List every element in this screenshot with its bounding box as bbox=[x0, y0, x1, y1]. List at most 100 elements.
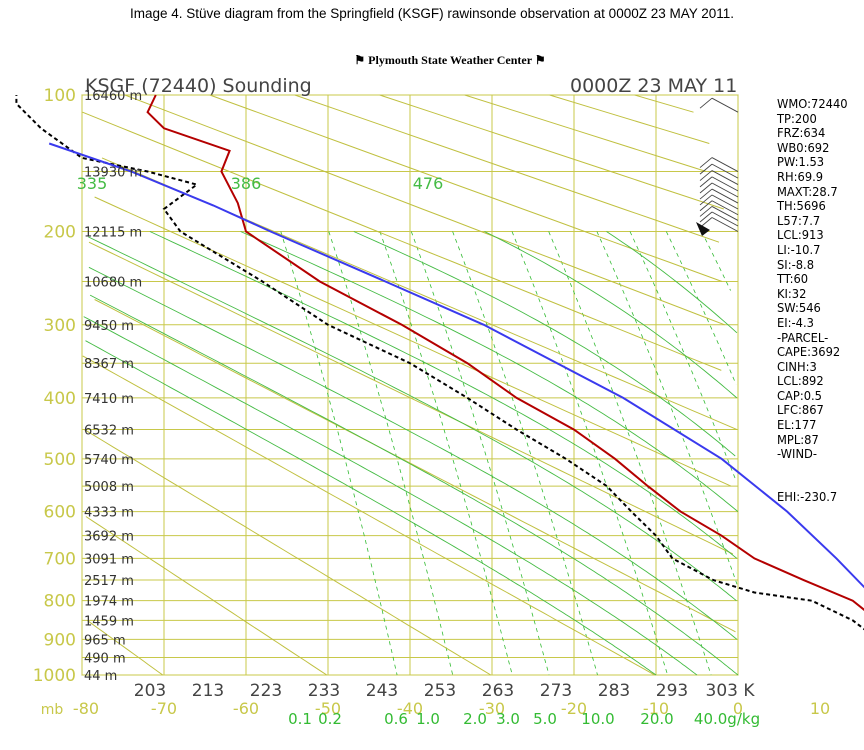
height-label: 2517 m bbox=[84, 574, 134, 589]
kelvin-label: 263 bbox=[482, 681, 514, 701]
index-item: -PARCEL- bbox=[777, 329, 829, 345]
moist-adiabat bbox=[353, 231, 736, 457]
temperature-tick-label: 0 bbox=[733, 699, 743, 718]
dry-adiabat bbox=[209, 94, 723, 282]
dry-adiabat bbox=[85, 516, 328, 676]
mixing-ratio-label: 40.0g/kg bbox=[694, 710, 760, 728]
dry-adiabats bbox=[82, 94, 738, 676]
wind-barb bbox=[711, 182, 739, 198]
index-item: TH:5696 bbox=[777, 198, 826, 214]
temperature-tick-label: -80 bbox=[73, 699, 99, 718]
kelvin-label: 223 bbox=[250, 681, 282, 701]
dry-adiabat bbox=[379, 94, 724, 210]
moist-adiabat bbox=[89, 294, 739, 676]
dry-adiabat bbox=[94, 196, 732, 487]
moist-adiabat bbox=[88, 236, 737, 602]
index-item: TT:60 bbox=[777, 271, 809, 287]
height-label: 1459 m bbox=[84, 614, 134, 629]
moist-adiabat bbox=[484, 231, 738, 399]
index-item: PW:1.53 bbox=[777, 154, 825, 170]
height-label: 965 m bbox=[84, 633, 126, 648]
index-item: RH:69.9 bbox=[777, 168, 824, 184]
temperature-tick-label: -20 bbox=[561, 699, 587, 718]
moist-adiabat bbox=[88, 266, 738, 640]
flag-icon-left: ⚑ bbox=[354, 53, 366, 67]
height-label: 1974 m bbox=[84, 595, 134, 610]
pressure-tick-label: 1000 bbox=[33, 666, 76, 686]
height-label: 4333 m bbox=[84, 506, 134, 521]
mixing-ratio-lines bbox=[280, 231, 738, 676]
index-item: -WIND- bbox=[777, 446, 818, 462]
wind-barb bbox=[711, 194, 739, 210]
mixing-ratio-label: 5.0 bbox=[533, 710, 557, 728]
wind-barb bbox=[699, 182, 713, 194]
kelvin-label: 253 bbox=[424, 681, 456, 701]
mixing-ratio-line bbox=[548, 231, 712, 676]
grid-layer bbox=[81, 94, 739, 676]
index-item: TP:200 bbox=[777, 110, 817, 126]
index-item: WB0:692 bbox=[777, 139, 830, 155]
kelvin-label: 293 bbox=[656, 681, 688, 701]
stability-indices: WMO:72440 TP:200 FRZ:634 WB0:692 PW:1.53 RH:6… bbox=[777, 96, 848, 462]
dry-adiabat bbox=[82, 355, 656, 676]
mixing-ratio-line bbox=[596, 231, 738, 585]
height-label: 8367 m bbox=[84, 357, 134, 372]
mixing-ratio-label: 2.0 bbox=[463, 710, 487, 728]
index-item: LFC:867 bbox=[777, 402, 824, 418]
dry-adiabat bbox=[82, 111, 722, 371]
index-item: MAXT:28.7 bbox=[777, 183, 838, 199]
flag-icon-right: ⚑ bbox=[534, 53, 546, 67]
height-label: 9450 m bbox=[84, 319, 134, 334]
kelvin-label: 273 bbox=[540, 681, 572, 701]
mixing-ratio-label: 0.6 bbox=[384, 710, 408, 728]
pressure-unit-label: mb bbox=[41, 702, 64, 718]
moist-adiabat bbox=[83, 316, 698, 676]
index-item: L57:7.7 bbox=[777, 212, 821, 228]
moist-adiabats bbox=[83, 231, 739, 676]
chart-title: KSGF (72440) Sounding bbox=[85, 75, 312, 97]
wind-barb bbox=[711, 200, 739, 216]
temperature-tick-label: -40 bbox=[397, 699, 423, 718]
height-label: 3692 m bbox=[84, 530, 134, 545]
index-item: LCL:892 bbox=[777, 373, 824, 389]
wind-barb bbox=[699, 194, 713, 206]
kelvin-label: 203 bbox=[134, 681, 166, 701]
ehi-value: EHI:-230.7 bbox=[777, 489, 838, 504]
mixing-ratio-label: 1.0 bbox=[416, 710, 440, 728]
mixing-ratio-line bbox=[701, 231, 731, 291]
height-label: 5740 m bbox=[84, 453, 134, 468]
temperature-tick-label: 10 bbox=[810, 699, 830, 718]
index-item: LCL:913 bbox=[777, 227, 824, 243]
wind-barb bbox=[711, 206, 739, 221]
kelvin-label: 213 bbox=[192, 681, 224, 701]
dry-adiabat bbox=[634, 94, 694, 113]
wind-barb bbox=[699, 200, 713, 212]
chart-timestamp: 0000Z 23 MAY 11 bbox=[570, 75, 737, 97]
pressure-tick-label: 500 bbox=[44, 450, 76, 470]
figure-caption: Image 4. Stüve diagram from the Springfi… bbox=[129, 6, 735, 21]
wind-barb bbox=[711, 188, 739, 204]
temperature-tick-label: -30 bbox=[479, 699, 505, 718]
index-item: SW:546 bbox=[777, 300, 821, 316]
height-label: 3091 m bbox=[84, 552, 134, 567]
mixing-ratio-line bbox=[511, 231, 668, 676]
height-label: 13930 m bbox=[84, 166, 142, 181]
dry-adiabat bbox=[124, 94, 725, 326]
mixing-ratio-label: 20.0 bbox=[640, 710, 673, 728]
pressure-tick-label: 800 bbox=[44, 592, 76, 612]
height-label: 6532 m bbox=[84, 424, 134, 439]
moist-adiabat bbox=[240, 231, 739, 512]
wind-barb bbox=[699, 176, 713, 188]
pressure-tick-label: 100 bbox=[44, 86, 76, 106]
kelvin-label: 303 K bbox=[706, 681, 756, 701]
dry-adiabat bbox=[88, 241, 734, 555]
index-item: SI:-8.8 bbox=[777, 256, 815, 272]
index-item: CINH:3 bbox=[777, 358, 817, 374]
wind-barb bbox=[699, 170, 713, 181]
mixing-ratio-line bbox=[452, 231, 598, 676]
wind-barb bbox=[699, 97, 713, 109]
mixing-ratio-line bbox=[665, 231, 737, 385]
dry-adiabat bbox=[294, 94, 720, 243]
wind-barb bbox=[711, 170, 739, 185]
